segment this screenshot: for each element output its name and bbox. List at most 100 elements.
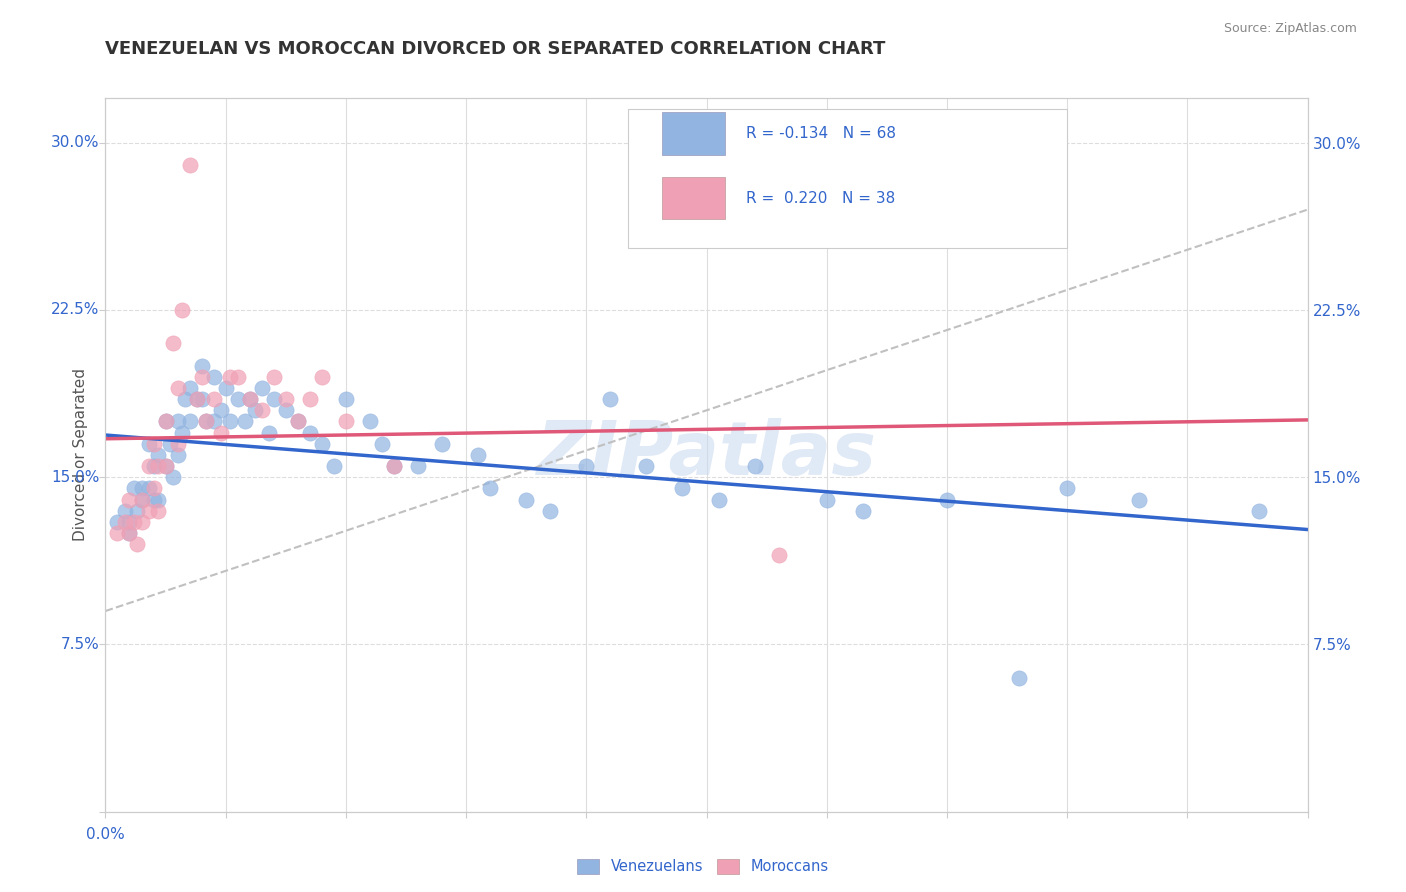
Point [707,492,730,507]
Text: 15.0%: 15.0% [51,470,100,484]
Point [1249,503,1271,517]
Point [114,503,136,517]
Point [479,482,502,496]
Point [124,482,146,496]
Point [118,526,141,541]
Point [335,392,357,407]
Legend: Venezuelans, Moroccans: Venezuelans, Moroccans [571,853,835,880]
Point [250,403,273,417]
Point [202,414,225,429]
Point [243,403,266,417]
Point [298,425,321,440]
Point [359,414,381,429]
Point [538,503,561,517]
Point [131,492,153,507]
Point [768,548,790,563]
Point [179,414,201,429]
Point [209,425,232,440]
Point [274,392,297,407]
Point [142,436,165,450]
Point [515,492,537,507]
Point [186,392,208,407]
Point [131,515,153,529]
Point [138,459,160,474]
Text: 22.5%: 22.5% [51,302,100,318]
Point [172,425,194,440]
Point [195,414,218,429]
Point [219,414,242,429]
Point [195,414,218,429]
Point [118,526,141,541]
Point [274,403,297,417]
Point [636,459,658,474]
Point [166,381,188,395]
Point [138,436,160,450]
Point [226,392,249,407]
Point [114,515,136,529]
FancyBboxPatch shape [628,109,1067,248]
Point [166,414,188,429]
Point [107,526,129,541]
Point [815,492,838,507]
Point [142,492,165,507]
Point [298,392,321,407]
Point [159,436,181,450]
Point [155,459,177,474]
Text: 7.5%: 7.5% [60,637,100,652]
Point [599,392,621,407]
Text: VENEZUELAN VS MOROCCAN DIVORCED OR SEPARATED CORRELATION CHART: VENEZUELAN VS MOROCCAN DIVORCED OR SEPAR… [105,40,886,58]
Point [162,470,184,484]
FancyBboxPatch shape [662,177,724,219]
Point [852,503,875,517]
Point [172,303,194,318]
Point [142,482,165,496]
Point [430,436,453,450]
Point [162,336,184,351]
Point [186,392,208,407]
Point [406,459,429,474]
Point [936,492,959,507]
Text: R = -0.134   N = 68: R = -0.134 N = 68 [747,127,896,141]
Point [575,459,598,474]
Point [311,369,333,384]
Point [166,448,188,462]
Point [148,503,170,517]
Point [155,414,177,429]
Point [671,482,693,496]
Point [467,448,489,462]
Text: ZIPatlas: ZIPatlas [537,418,876,491]
Point [166,436,188,450]
Point [263,369,285,384]
Point [148,448,170,462]
Point [209,403,232,417]
Point [155,414,177,429]
Text: 0.0%: 0.0% [86,828,125,842]
Point [118,492,141,507]
Y-axis label: Divorced or Separated: Divorced or Separated [73,368,89,541]
Point [214,381,236,395]
Point [1008,671,1031,685]
Point [148,492,170,507]
Point [1128,492,1150,507]
Point [219,369,242,384]
Point [371,436,394,450]
Point [239,392,262,407]
Point [250,381,273,395]
Point [233,414,256,429]
Point [131,492,153,507]
Point [226,369,249,384]
Point [287,414,309,429]
Point [263,392,285,407]
Point [107,515,129,529]
Point [125,537,148,551]
Point [202,392,225,407]
Point [179,158,201,172]
Point [287,414,309,429]
Point [124,515,146,529]
Point [257,425,280,440]
Text: Source: ZipAtlas.com: Source: ZipAtlas.com [1223,22,1357,36]
Point [148,459,170,474]
Point [125,503,148,517]
Point [382,459,405,474]
Text: 30.0%: 30.0% [51,136,100,150]
